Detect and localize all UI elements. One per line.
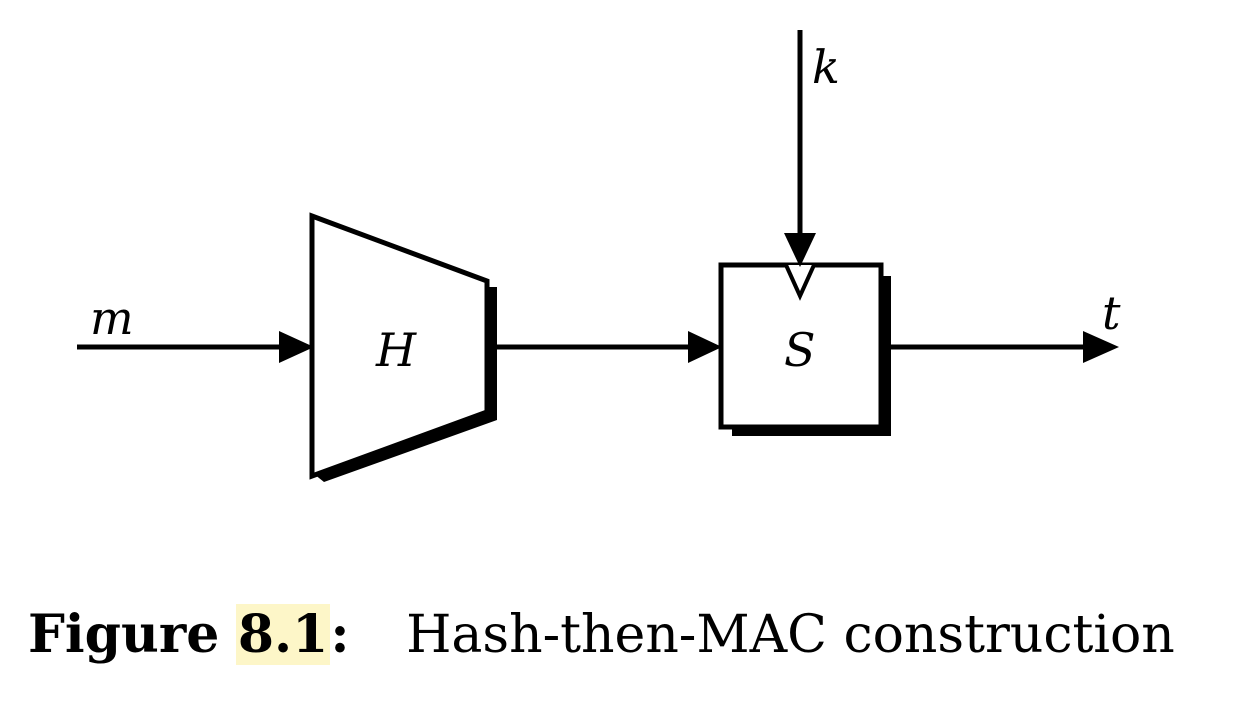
- output-arrowhead: [1083, 331, 1119, 363]
- hash-label-H: H: [375, 323, 417, 377]
- hash-to-mac-arrowhead: [688, 331, 722, 363]
- figure-prefix: Figure: [28, 604, 220, 665]
- key-arrowhead: [784, 233, 816, 267]
- output-label-t: t: [1102, 286, 1121, 340]
- input-label-m: m: [90, 291, 134, 345]
- key-label-k: k: [812, 40, 840, 94]
- figure-caption-text: Hash-then-MAC construction: [406, 605, 1175, 665]
- figure-separator: :: [330, 604, 350, 665]
- hash-block: [309, 212, 490, 480]
- hash-block-shadow: [314, 287, 497, 482]
- mac-label-S: S: [784, 323, 816, 377]
- hash-then-mac-diagram: m H S k t: [77, 30, 1121, 482]
- figure-caption: Figure 8.1: Hash-then-MAC construction: [28, 600, 1175, 670]
- figure-number[interactable]: 8.1: [235, 604, 331, 665]
- input-arrowhead: [279, 331, 314, 363]
- key-input-notch: [784, 264, 816, 301]
